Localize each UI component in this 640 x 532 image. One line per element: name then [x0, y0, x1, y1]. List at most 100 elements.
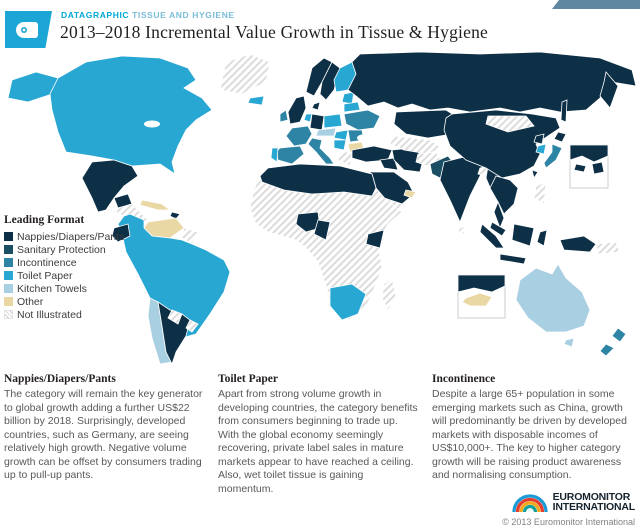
russia-and-caucasus: [347, 51, 637, 145]
logo-line-1: EUROMONITOR: [552, 491, 631, 503]
region-indochina: [489, 175, 519, 215]
region-benelux: [303, 113, 313, 123]
region-taiwan: [531, 169, 539, 179]
region-poland: [323, 113, 343, 129]
asia: [389, 109, 621, 265]
region-iceland: [247, 95, 265, 106]
legend-swatch-sanitary: [4, 245, 13, 254]
region-spain: [275, 145, 305, 165]
legend-swatch-toilet-paper: [4, 271, 13, 280]
legend-label: Incontinence: [17, 256, 77, 269]
south-america: [111, 213, 231, 366]
region-paraguay: [167, 309, 183, 325]
legend-item-toilet-paper: Toilet Paper: [4, 269, 124, 282]
legend-item-sanitary: Sanitary Protection: [4, 243, 124, 256]
region-kenya: [365, 229, 385, 249]
note-incontinence: Incontinence Despite a large 65+ populat…: [432, 373, 636, 483]
region-new-guinea-west: [559, 235, 597, 253]
legend-label: Kitchen Towels: [17, 282, 87, 295]
region-tasmania: [563, 337, 575, 348]
region-cuba: [139, 199, 172, 211]
region-uae: [403, 189, 417, 199]
region-japan-hokkaido: [553, 131, 567, 143]
region-madagascar: [381, 277, 397, 311]
region-japan: [543, 143, 563, 169]
region-czech-austria: [315, 127, 337, 137]
legend-item-other: Other: [4, 295, 124, 308]
region-mexico: [81, 159, 139, 213]
region-australia: [515, 263, 591, 333]
world-map-svg: [7, 51, 637, 366]
euromonitor-logo-text: EUROMONITOR INTERNATIONAL: [552, 491, 636, 513]
region-ukraine: [343, 109, 381, 131]
region-java: [499, 253, 527, 265]
legend-item-incontinence: Incontinence: [4, 256, 124, 269]
region-new-zealand-north: [611, 327, 627, 343]
page-title: 2013–2018 Incremental Value Growth in Ti…: [60, 22, 488, 42]
kicker-label: DATAGRAPHIC: [61, 10, 130, 20]
region-south-africa: [329, 283, 367, 321]
region-india: [439, 155, 487, 224]
legend-label: Sanitary Protection: [17, 243, 106, 256]
euromonitor-logo-mark: [512, 494, 548, 513]
note-heading: Nappies/Diapers/Pants: [4, 373, 116, 385]
region-canada-us: [49, 55, 213, 175]
region-portugal: [270, 147, 279, 163]
corner-accent-bar: [552, 0, 640, 9]
region-sweden: [319, 61, 341, 101]
note-body: Despite a large 65+ population in some e…: [432, 388, 627, 481]
legend-label: Nappies/Diapers/Pants: [17, 230, 125, 243]
euromonitor-logo: EUROMONITOR INTERNATIONAL: [502, 491, 635, 513]
kicker: DATAGRAPHIC TISSUE AND HYGIENE: [61, 10, 235, 20]
region-singapore: [461, 292, 493, 307]
region-belarus: [343, 101, 361, 113]
toilet-roll-icon: [15, 21, 38, 38]
region-hong-kong-island-2: [591, 161, 605, 175]
legend-item-not-illustrated: Not Illustrated: [4, 308, 124, 321]
region-italy: [307, 137, 335, 165]
region-sakhalin: [560, 99, 568, 123]
region-iraq: [379, 157, 399, 171]
oceania: [515, 263, 627, 357]
legend-label: Other: [17, 295, 44, 308]
region-balkans: [333, 139, 347, 151]
region-north-korea: [533, 133, 545, 145]
region-baltics: [341, 91, 355, 105]
region-germany: [309, 113, 325, 131]
legend-swatch-kitchen-towels: [4, 284, 13, 293]
note-heading: Toilet Paper: [218, 373, 278, 385]
legend-item-kitchen-towels: Kitchen Towels: [4, 282, 124, 295]
footer: EUROMONITOR INTERNATIONAL © 2013 Euromon…: [502, 491, 635, 527]
region-france: [285, 125, 313, 147]
hong-kong-inset: [569, 144, 609, 189]
region-new-zealand-south: [599, 343, 615, 357]
region-brazil-andes: [117, 213, 231, 339]
legend-label: Not Illustrated: [17, 308, 82, 321]
kicker-topic: TISSUE AND HYGIENE: [132, 10, 235, 20]
legend-item-nappies: Nappies/Diapers/Pants: [4, 230, 124, 243]
region-ecuador: [111, 223, 131, 243]
region-cameroon: [313, 219, 331, 241]
region-russia: [347, 51, 637, 113]
region-sumatra: [479, 223, 505, 249]
note-body: The category will remain the key generat…: [4, 388, 203, 481]
world-map: [0, 51, 640, 370]
legend: Leading Format Nappies/Diapers/Pants San…: [4, 214, 124, 321]
region-malaysia-inset: [457, 274, 506, 293]
middle-east: [351, 145, 425, 211]
region-mongolia: [485, 115, 535, 133]
europe: [270, 57, 381, 167]
legend-label: Toilet Paper: [17, 269, 73, 282]
region-greenland: [219, 53, 271, 95]
legend-swatch-incontinence: [4, 258, 13, 267]
region-ireland: [279, 109, 289, 123]
region-hong-kong-mainland: [569, 144, 609, 163]
region-denmark: [311, 101, 321, 111]
region-philippines: [533, 181, 547, 205]
region-sri-lanka: [457, 225, 467, 235]
brand-chip: [5, 11, 52, 48]
note-nappies: Nappies/Diapers/Pants The category will …: [4, 373, 211, 483]
region-greece: [337, 151, 353, 167]
legend-title: Leading Format: [4, 214, 85, 226]
